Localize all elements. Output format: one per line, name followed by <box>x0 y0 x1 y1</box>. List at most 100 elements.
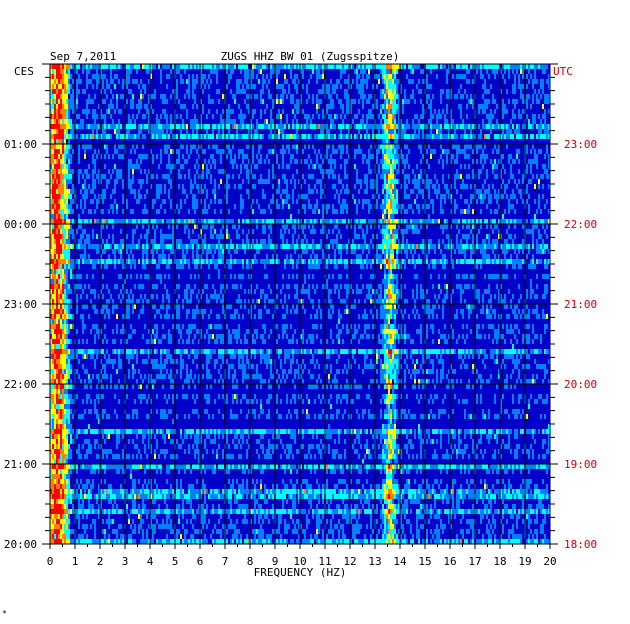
heatmap-cell <box>136 244 138 249</box>
heatmap-cell <box>384 184 386 189</box>
heatmap-cell <box>98 249 100 254</box>
heatmap-cell <box>58 284 60 289</box>
heatmap-cell <box>144 169 146 174</box>
heatmap-cell <box>150 259 152 264</box>
heatmap-cell <box>306 114 308 119</box>
heatmap-cell <box>262 224 264 229</box>
heatmap-cell <box>52 214 54 219</box>
heatmap-cell <box>348 79 350 84</box>
heatmap-cell <box>226 109 228 114</box>
heatmap-cell <box>434 259 436 264</box>
heatmap-cell <box>472 99 474 104</box>
heatmap-cell <box>398 204 400 209</box>
heatmap-cell <box>322 229 324 234</box>
heatmap-cell <box>50 269 52 274</box>
heatmap-cell <box>418 89 420 94</box>
heatmap-cell <box>306 89 308 94</box>
heatmap-cell <box>400 229 402 234</box>
heatmap-cell <box>294 224 296 229</box>
heatmap-cell <box>262 259 264 264</box>
heatmap-cell <box>242 219 244 224</box>
heatmap-cell <box>386 159 388 164</box>
heatmap-cell <box>268 134 270 139</box>
heatmap-cell <box>368 249 370 254</box>
heatmap-cell <box>150 124 152 129</box>
heatmap-cell <box>82 184 84 189</box>
heatmap-cell <box>160 79 162 84</box>
heatmap-cell <box>166 119 168 124</box>
heatmap-cell <box>276 154 278 159</box>
heatmap-cell <box>370 274 372 279</box>
heatmap-cell <box>410 189 412 194</box>
heatmap-cell <box>98 64 100 69</box>
heatmap-cell <box>520 264 522 269</box>
heatmap-cell <box>396 139 398 144</box>
heatmap-cell <box>528 69 530 74</box>
heatmap-cell <box>398 164 400 169</box>
heatmap-cell <box>498 219 500 224</box>
heatmap-cell <box>488 199 490 204</box>
heatmap-cell <box>228 104 230 109</box>
heatmap-cell <box>428 64 430 69</box>
heatmap-cell <box>292 174 294 179</box>
heatmap-cell <box>126 129 128 134</box>
heatmap-cell <box>548 79 550 84</box>
heatmap-cell <box>380 124 382 129</box>
heatmap-cell <box>66 69 68 74</box>
heatmap-cell <box>138 259 140 264</box>
heatmap-cell <box>50 79 52 84</box>
heatmap-cell <box>514 74 516 79</box>
heatmap-cell <box>292 239 294 244</box>
heatmap-cell <box>66 104 68 109</box>
heatmap-cell <box>358 74 360 79</box>
heatmap-cell <box>362 249 364 254</box>
heatmap-cell <box>390 104 392 109</box>
heatmap-cell <box>250 204 252 209</box>
heatmap-cell <box>534 159 536 164</box>
heatmap-cell <box>348 154 350 159</box>
heatmap-cell <box>114 259 116 264</box>
heatmap-cell <box>286 259 288 264</box>
heatmap-cell <box>170 164 172 169</box>
heatmap-cell <box>430 134 432 139</box>
heatmap-cell <box>414 219 416 224</box>
heatmap-cell <box>226 194 228 199</box>
heatmap-cell <box>142 179 144 184</box>
heatmap-cell <box>394 284 396 289</box>
heatmap-cell <box>184 189 186 194</box>
heatmap-cell <box>186 224 188 229</box>
heatmap-cell <box>150 174 152 179</box>
heatmap-cell <box>364 179 366 184</box>
heatmap-cell <box>122 94 124 99</box>
heatmap-cell <box>514 89 516 94</box>
heatmap-cell <box>188 244 190 249</box>
heatmap-cell <box>104 119 106 124</box>
heatmap-cell <box>348 189 350 194</box>
heatmap-cell <box>494 174 496 179</box>
heatmap-cell <box>458 284 460 289</box>
heatmap-cell <box>146 104 148 109</box>
heatmap-cell <box>94 124 96 129</box>
heatmap-cell <box>456 239 458 244</box>
heatmap-cell <box>60 289 62 294</box>
heatmap-cell <box>344 264 346 269</box>
heatmap-cell <box>296 284 298 289</box>
heatmap-cell <box>390 259 392 264</box>
heatmap-cell <box>50 154 52 159</box>
heatmap-cell <box>506 144 508 149</box>
heatmap-cell <box>462 244 464 249</box>
heatmap-cell <box>194 239 196 244</box>
heatmap-cell <box>90 199 92 204</box>
heatmap-cell <box>356 69 358 74</box>
heatmap-cell <box>298 134 300 139</box>
heatmap-cell <box>386 139 388 144</box>
heatmap-cell <box>490 159 492 164</box>
heatmap-cell <box>468 174 470 179</box>
heatmap-cell <box>320 154 322 159</box>
heatmap-cell <box>360 264 362 269</box>
heatmap-cell <box>292 194 294 199</box>
heatmap-cell <box>508 224 510 229</box>
heatmap-cell <box>440 209 442 214</box>
heatmap-cell <box>520 259 522 264</box>
heatmap-cell <box>334 64 336 69</box>
